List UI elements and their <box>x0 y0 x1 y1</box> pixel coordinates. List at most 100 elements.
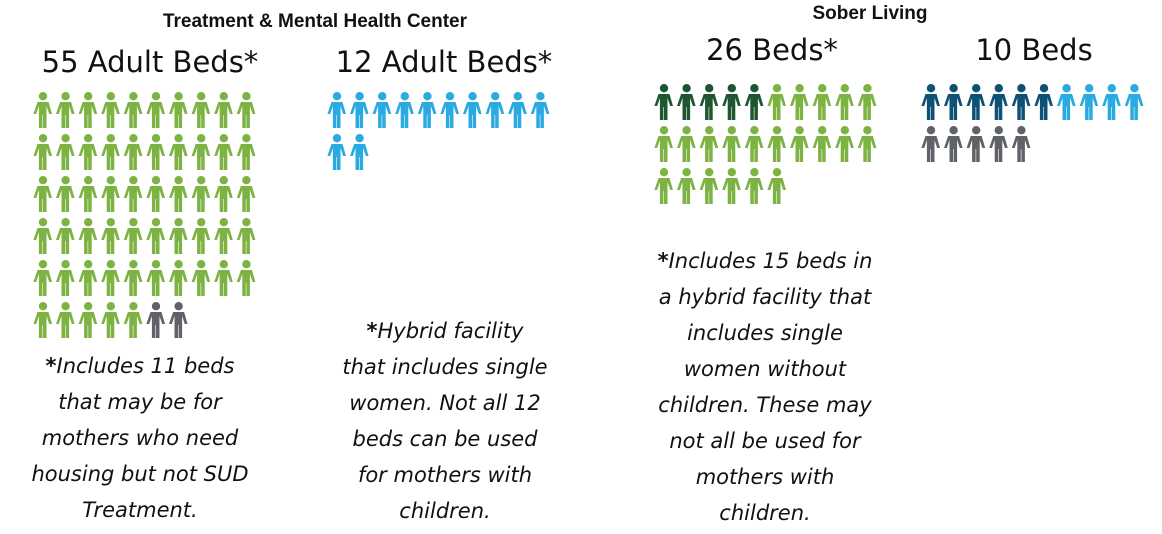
note-line: *Hybrid facility <box>367 319 525 343</box>
person-icon <box>78 260 98 296</box>
note-text: housing but not SUD <box>31 462 248 486</box>
person-icon <box>56 302 75 338</box>
person-icon <box>78 176 98 212</box>
person-icon <box>56 218 75 254</box>
person-icon <box>78 134 98 170</box>
person-icon <box>123 176 143 212</box>
person-icon <box>722 84 741 120</box>
person-icon <box>677 84 696 120</box>
note-line: women. Not all 12 <box>349 391 540 415</box>
person-icon <box>767 126 786 162</box>
person-icon <box>722 126 741 162</box>
person-icon <box>169 260 188 296</box>
person-icon <box>146 260 165 296</box>
person-icon <box>767 84 786 120</box>
person-icon <box>1057 84 1076 120</box>
note-marker: * <box>46 354 57 378</box>
note-text: not all be used for <box>669 429 862 453</box>
person-icon <box>123 260 143 296</box>
note-line: Treatment. <box>82 498 197 522</box>
person-icon <box>78 92 98 128</box>
person-icon <box>508 92 527 128</box>
person-icon <box>146 176 165 212</box>
person-icon <box>417 92 437 128</box>
note-line: children. These may <box>658 393 872 417</box>
person-icon <box>169 302 188 338</box>
person-icon <box>169 218 188 254</box>
person-icon <box>812 84 832 120</box>
person-icon <box>146 218 165 254</box>
person-icon <box>857 84 877 120</box>
person-icon <box>101 134 120 170</box>
person-icon <box>395 92 414 128</box>
person-icon <box>101 92 120 128</box>
person-icon <box>1034 84 1053 120</box>
note-text: Treatment. <box>82 498 197 522</box>
person-icon <box>123 134 143 170</box>
note-text: children. <box>719 501 810 525</box>
person-icon <box>812 126 832 162</box>
note-text: children. These may <box>658 393 872 417</box>
person-icon <box>236 134 256 170</box>
group-label: 55 Adult Beds* <box>42 45 259 79</box>
person-icon <box>78 302 98 338</box>
person-icon <box>33 218 52 254</box>
person-icon <box>146 302 165 338</box>
note-line: children. <box>399 499 490 523</box>
note-marker: * <box>367 319 378 343</box>
person-icon <box>835 84 854 120</box>
note-line: women without <box>684 357 847 381</box>
note-text: women without <box>684 357 847 381</box>
person-icon <box>722 168 741 204</box>
person-icon <box>857 126 877 162</box>
note-text: women. Not all 12 <box>349 391 540 415</box>
person-icon <box>214 260 233 296</box>
note-text: beds can be used <box>352 427 538 451</box>
person-icon <box>1102 84 1121 120</box>
person-icon <box>33 302 52 338</box>
section-title: Sober Living <box>812 3 927 24</box>
group-label: 12 Adult Beds* <box>336 45 553 79</box>
person-icon <box>101 302 120 338</box>
note-text: Includes 15 beds in <box>669 249 873 273</box>
person-icon <box>654 168 673 204</box>
note-line: for mothers with <box>358 463 532 487</box>
person-icon <box>56 176 75 212</box>
person-icon <box>78 218 98 254</box>
note-text: mothers with <box>696 465 835 489</box>
person-icon <box>1011 84 1031 120</box>
note-line: mothers who need <box>42 426 239 450</box>
note-line: a hybrid facility that <box>659 285 872 309</box>
note-line: children. <box>719 501 810 525</box>
person-icon <box>236 218 256 254</box>
person-icon <box>214 92 233 128</box>
person-icon <box>744 84 764 120</box>
person-icon <box>372 92 392 128</box>
person-icon <box>989 126 1008 162</box>
person-icon <box>191 92 211 128</box>
person-icon <box>33 260 52 296</box>
person-icon <box>169 176 188 212</box>
note-line: includes single <box>687 321 843 345</box>
person-icon <box>214 176 233 212</box>
person-icon <box>214 218 233 254</box>
person-icon <box>699 168 719 204</box>
person-icon <box>767 168 786 204</box>
person-icon <box>654 84 673 120</box>
note-text: for mothers with <box>358 463 532 487</box>
person-icon <box>350 92 369 128</box>
person-icon <box>699 126 719 162</box>
person-icon <box>327 92 346 128</box>
person-icon <box>530 92 550 128</box>
person-icon <box>33 134 52 170</box>
note-text: Includes 11 beds <box>57 354 235 378</box>
person-icon <box>123 218 143 254</box>
person-icon <box>191 134 211 170</box>
person-icon <box>56 134 75 170</box>
person-icon <box>191 218 211 254</box>
person-icon <box>654 126 673 162</box>
person-icon <box>236 176 256 212</box>
person-icon <box>677 168 696 204</box>
